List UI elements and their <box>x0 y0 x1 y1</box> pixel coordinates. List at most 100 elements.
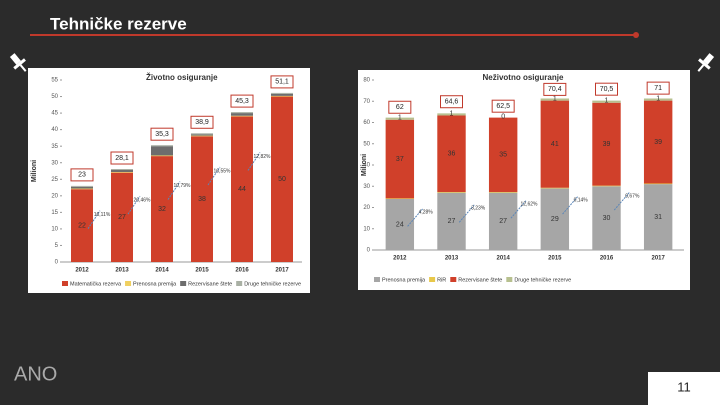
bar-segment <box>385 199 415 250</box>
total-label: 64,6 <box>445 99 459 106</box>
legend-swatch <box>506 277 513 282</box>
total-label: 28,1 <box>115 155 129 162</box>
y-tick-label: 20 <box>51 193 58 199</box>
bar-segment <box>540 188 570 250</box>
bar-segment <box>191 136 213 262</box>
total-box <box>440 95 463 109</box>
total-box <box>270 75 294 89</box>
bar-segment <box>643 98 673 101</box>
growth-arrow <box>87 210 101 229</box>
total-box <box>646 81 670 95</box>
bar-segment <box>231 112 253 114</box>
x-tick-label: 2017 <box>651 256 665 262</box>
bar-segment <box>385 117 415 120</box>
y-tick-label: 10 <box>51 226 58 232</box>
segment-label: 38 <box>198 196 206 203</box>
total-label: 71 <box>654 85 662 92</box>
total-label: 70,5 <box>600 86 614 93</box>
growth-label: 0,67% <box>625 193 640 199</box>
bar-segment <box>488 117 518 192</box>
total-box <box>70 168 94 182</box>
legend-label: Rezervisane štete <box>458 277 502 283</box>
total-box <box>230 94 254 108</box>
growth-label: 12,82% <box>254 154 272 160</box>
segment-label: 50 <box>278 176 286 183</box>
legend-swatch <box>62 281 68 286</box>
y-tick-label: 35 <box>51 144 58 150</box>
bar-segment <box>231 113 253 116</box>
total-label: 51,1 <box>275 79 289 86</box>
bar-segment <box>592 185 621 187</box>
segment-label: 1 <box>553 95 557 102</box>
segment-label: 39 <box>654 139 662 146</box>
bar-segment <box>191 133 213 135</box>
page-number: 11 <box>677 379 691 394</box>
logo: ANO <box>14 363 57 385</box>
segment-label: 32 <box>158 206 166 213</box>
y-tick-label: 25 <box>51 177 58 183</box>
legend-label: Matematička rezerva <box>70 281 122 287</box>
rule-dot <box>633 32 639 38</box>
legend-label: Druge tehničke rezerve <box>244 281 301 287</box>
legend-swatch <box>450 277 457 282</box>
x-tick-label: 2016 <box>235 268 249 274</box>
y-tick-label: 10 <box>363 226 370 232</box>
segment-label: 22 <box>78 222 86 229</box>
y-tick-label: 50 <box>51 94 58 100</box>
bar-segment <box>643 184 673 250</box>
segment-label: 31 <box>654 214 662 221</box>
bar-segment <box>540 187 570 189</box>
slide-title: Tehničke rezerve <box>50 14 187 33</box>
bar-segment <box>271 95 293 97</box>
bar-segment <box>437 191 466 193</box>
bar-segment <box>643 100 673 184</box>
bar-segment <box>385 198 415 199</box>
segment-label: 1 <box>398 115 402 122</box>
growth-arrow <box>613 191 631 211</box>
segment-label: 1 <box>450 110 454 117</box>
bar-segment <box>643 183 673 185</box>
x-tick-label: 2015 <box>548 256 562 262</box>
growth-label: 16,11% <box>94 212 111 218</box>
bar-segment <box>191 134 213 136</box>
total-box <box>110 151 134 165</box>
y-tick-label: 0 <box>55 260 59 266</box>
legend-label: Prenosna premija <box>382 277 426 283</box>
y-axis-label: Milioni <box>361 154 368 176</box>
x-tick-label: 2016 <box>600 256 614 262</box>
segment-label: 27 <box>448 218 456 225</box>
segment-label: 37 <box>396 156 404 163</box>
total-label: 62,5 <box>496 103 510 110</box>
segment-label: 27 <box>499 218 507 225</box>
legend-swatch <box>429 277 436 282</box>
y-tick-label: 50 <box>363 141 370 147</box>
growth-label: 10,79% <box>174 183 192 189</box>
bar-segment <box>111 169 133 171</box>
bar-segment <box>488 192 518 250</box>
legend-swatch <box>125 281 132 286</box>
bar-segment <box>111 170 133 172</box>
segment-label: 39 <box>603 141 611 148</box>
bar-segment <box>271 92 293 94</box>
growth-arrow <box>407 208 424 227</box>
y-tick-label: 15 <box>51 210 58 216</box>
growth-label: 4,28% <box>419 210 434 216</box>
growth-arrow <box>562 195 579 215</box>
bar-segment <box>71 185 93 187</box>
segment-label: 27 <box>118 214 126 221</box>
segment-label: 35 <box>499 152 507 159</box>
bar-segment <box>540 100 570 188</box>
segment-label: 30 <box>603 215 611 222</box>
x-tick-label: 2012 <box>75 268 89 274</box>
growth-arrow <box>247 152 261 171</box>
bar-segment <box>71 188 93 190</box>
bar-segment <box>437 192 466 250</box>
bar-segment <box>71 186 93 189</box>
total-box <box>491 99 515 113</box>
y-tick-label: 30 <box>363 184 370 190</box>
bar-segment <box>191 135 213 137</box>
growth-arrow <box>167 181 181 200</box>
y-tick-label: 30 <box>51 160 58 166</box>
